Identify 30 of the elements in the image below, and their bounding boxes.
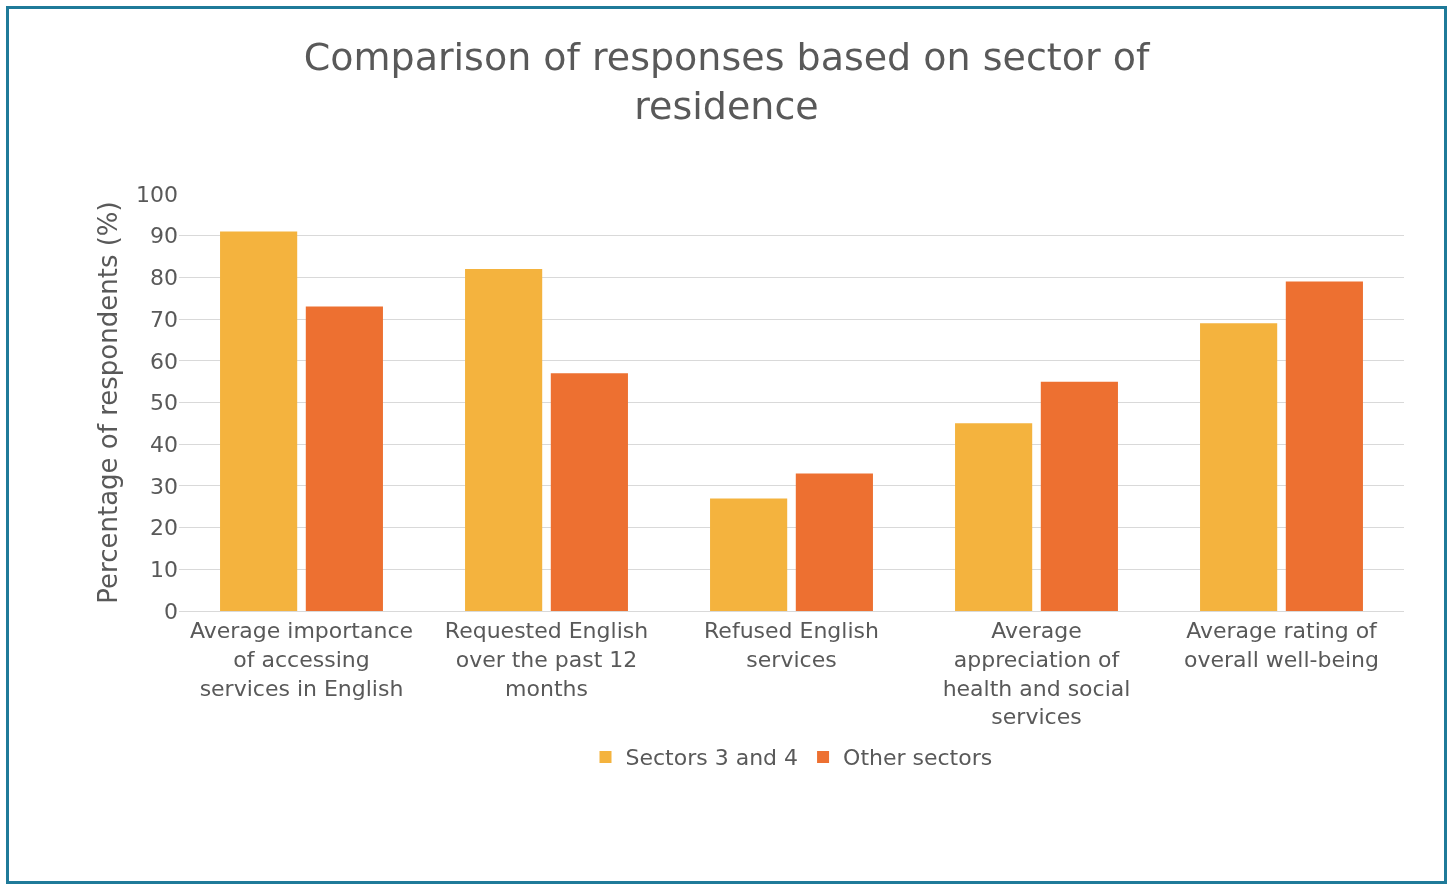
y-tick-label: 100	[136, 181, 178, 207]
y-tick-label: 80	[150, 265, 178, 291]
bar	[710, 498, 788, 611]
y-tick-label: 90	[150, 223, 178, 249]
bar	[220, 231, 298, 611]
y-tick-label: 20	[150, 515, 178, 541]
x-tick-label: Average rating of overall well-being	[1184, 618, 1379, 672]
bar	[550, 373, 628, 611]
y-tick-label: 70	[150, 306, 178, 332]
bar	[465, 269, 543, 611]
y-tick-label: 40	[150, 431, 178, 457]
bar	[795, 473, 873, 611]
x-tick-label: Refused English services	[704, 618, 879, 672]
bar	[1200, 323, 1278, 611]
y-tick-label: 60	[150, 348, 178, 374]
y-tick-label: 10	[150, 557, 178, 582]
y-tick-label: 0	[164, 598, 178, 624]
x-tick-label: Average importance of accessing services in English	[189, 618, 414, 701]
chart-title: Comparison of responses based on sector of residence	[303, 35, 1151, 129]
y-tick-label: 50	[150, 390, 178, 416]
bar	[1285, 281, 1363, 611]
bar	[1040, 381, 1118, 611]
bar	[305, 306, 383, 611]
legend-label: Other sectors	[843, 745, 993, 771]
x-tick-label: Average appreciation of health and social services	[942, 618, 1131, 730]
y-axis-title: Percentage of respondents (%)	[93, 201, 123, 604]
y-tick-label: 30	[150, 473, 178, 499]
legend-label: Sectors 3 and 4	[625, 745, 799, 771]
bar	[955, 423, 1033, 611]
x-tick-label: Requested English over the past 12 months	[444, 618, 649, 701]
